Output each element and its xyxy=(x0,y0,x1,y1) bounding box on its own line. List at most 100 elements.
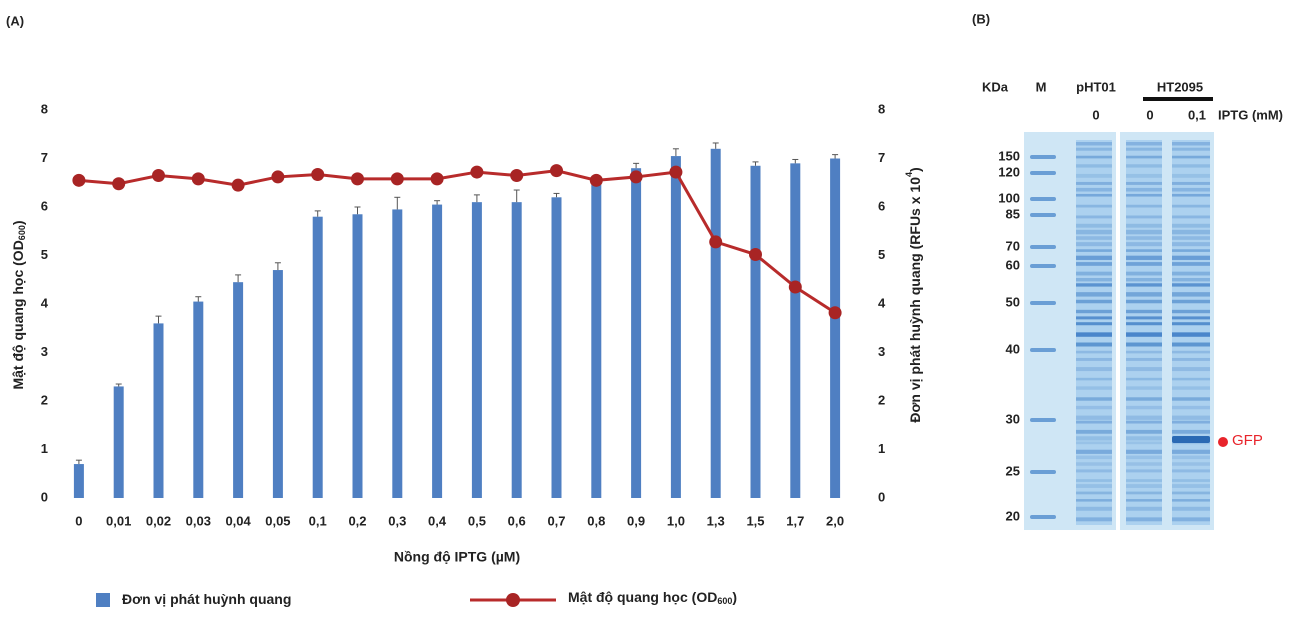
y-tick-label: 4 xyxy=(41,295,49,310)
protein-band xyxy=(1126,142,1162,145)
x-tick-label: 0,01 xyxy=(106,513,131,528)
y2-tick-label: 3 xyxy=(878,344,885,359)
legend-label: Đơn vị phát huỳnh quang xyxy=(122,591,291,607)
protein-band xyxy=(1076,343,1112,347)
bar xyxy=(830,159,840,499)
iptg-value: 0 xyxy=(1146,107,1153,122)
protein-band xyxy=(1126,205,1162,208)
protein-band xyxy=(1172,194,1210,197)
marker xyxy=(550,164,563,177)
protein-band xyxy=(1126,300,1162,303)
protein-band xyxy=(1076,507,1112,511)
protein-band xyxy=(1126,249,1162,252)
bar xyxy=(790,163,800,498)
y-tick-label: 8 xyxy=(41,101,48,116)
lane-label: M xyxy=(1036,79,1047,94)
protein-band xyxy=(1172,300,1210,303)
gel-unit: KDa xyxy=(982,79,1009,94)
error-bar xyxy=(713,143,719,149)
protein-band xyxy=(1126,272,1162,276)
marker-label: 150 xyxy=(998,148,1020,163)
protein-band xyxy=(1126,216,1162,219)
protein-band xyxy=(1126,310,1162,313)
protein-band xyxy=(1172,367,1210,371)
protein-band xyxy=(1172,242,1210,246)
marker-label: 50 xyxy=(1006,294,1020,309)
marker xyxy=(72,174,85,187)
error-bar xyxy=(156,316,162,323)
protein-band xyxy=(1076,283,1112,286)
protein-band xyxy=(1172,517,1210,521)
protein-band xyxy=(1172,492,1210,495)
x-tick-label: 0 xyxy=(75,513,82,528)
x-tick-label: 0,05 xyxy=(265,513,290,528)
bar xyxy=(751,166,761,498)
x-tick-label: 1,7 xyxy=(786,513,804,528)
ladder-band xyxy=(1030,197,1056,201)
protein-band xyxy=(1172,469,1210,472)
protein-band xyxy=(1126,436,1162,440)
protein-band xyxy=(1172,343,1210,347)
legend-label: Mật độ quang học (OD600) xyxy=(568,589,737,607)
protein-band xyxy=(1172,230,1210,234)
y-axis-title-part: Mật độ quang học (OD xyxy=(10,240,26,389)
protein-band xyxy=(1126,430,1162,434)
marker xyxy=(271,170,284,183)
y-tick-label: 5 xyxy=(41,247,48,262)
y2-axis-title: Đơn vị phát huỳnh quang (RFUs x 104) xyxy=(904,167,922,422)
protein-band xyxy=(1172,236,1210,240)
protein-band xyxy=(1172,142,1210,145)
x-tick-label: 0,03 xyxy=(186,513,211,528)
protein-band xyxy=(1076,249,1112,252)
ladder-band xyxy=(1030,348,1056,352)
y2-tick-label: 5 xyxy=(878,247,885,262)
panel-label: (A) xyxy=(6,13,24,28)
error-bar xyxy=(315,211,321,217)
marker xyxy=(192,172,205,185)
protein-band xyxy=(1076,278,1112,281)
protein-band xyxy=(1172,283,1210,286)
marker xyxy=(391,172,404,185)
protein-band xyxy=(1172,351,1210,354)
protein-band xyxy=(1172,421,1210,424)
error-bar xyxy=(554,193,560,197)
legend-label-part: Mật độ quang học (OD xyxy=(568,589,717,605)
protein-band xyxy=(1126,456,1162,459)
protein-band xyxy=(1172,310,1210,313)
protein-band xyxy=(1076,484,1112,488)
protein-band xyxy=(1076,272,1112,276)
marker xyxy=(749,248,762,261)
x-tick-label: 0,4 xyxy=(428,513,447,528)
protein-band xyxy=(1172,332,1210,336)
gfp-band xyxy=(1172,436,1210,443)
marker-label: 120 xyxy=(998,164,1020,179)
bar xyxy=(154,323,164,498)
y2-tick-label: 8 xyxy=(878,101,885,116)
protein-band xyxy=(1172,322,1210,325)
protein-band xyxy=(1172,499,1210,502)
protein-band xyxy=(1126,386,1162,389)
protein-band xyxy=(1076,262,1112,266)
protein-band xyxy=(1126,492,1162,495)
marker xyxy=(789,281,802,294)
protein-band xyxy=(1126,322,1162,325)
error-bar xyxy=(76,460,82,464)
y2-axis-title-part: ) xyxy=(907,167,923,172)
protein-band xyxy=(1076,456,1112,459)
protein-band xyxy=(1076,224,1112,228)
protein-band xyxy=(1172,182,1210,185)
y2-tick-label: 1 xyxy=(878,441,885,456)
protein-band xyxy=(1076,430,1112,434)
protein-band xyxy=(1126,242,1162,246)
marker xyxy=(630,170,643,183)
protein-band xyxy=(1126,462,1162,465)
protein-band xyxy=(1172,278,1210,281)
protein-band xyxy=(1076,316,1112,319)
bar xyxy=(472,202,482,498)
protein-band xyxy=(1076,462,1112,465)
marker xyxy=(470,166,483,179)
x-tick-label: 1,3 xyxy=(707,513,725,528)
protein-band xyxy=(1076,242,1112,246)
protein-band xyxy=(1172,216,1210,219)
protein-band xyxy=(1076,216,1112,219)
